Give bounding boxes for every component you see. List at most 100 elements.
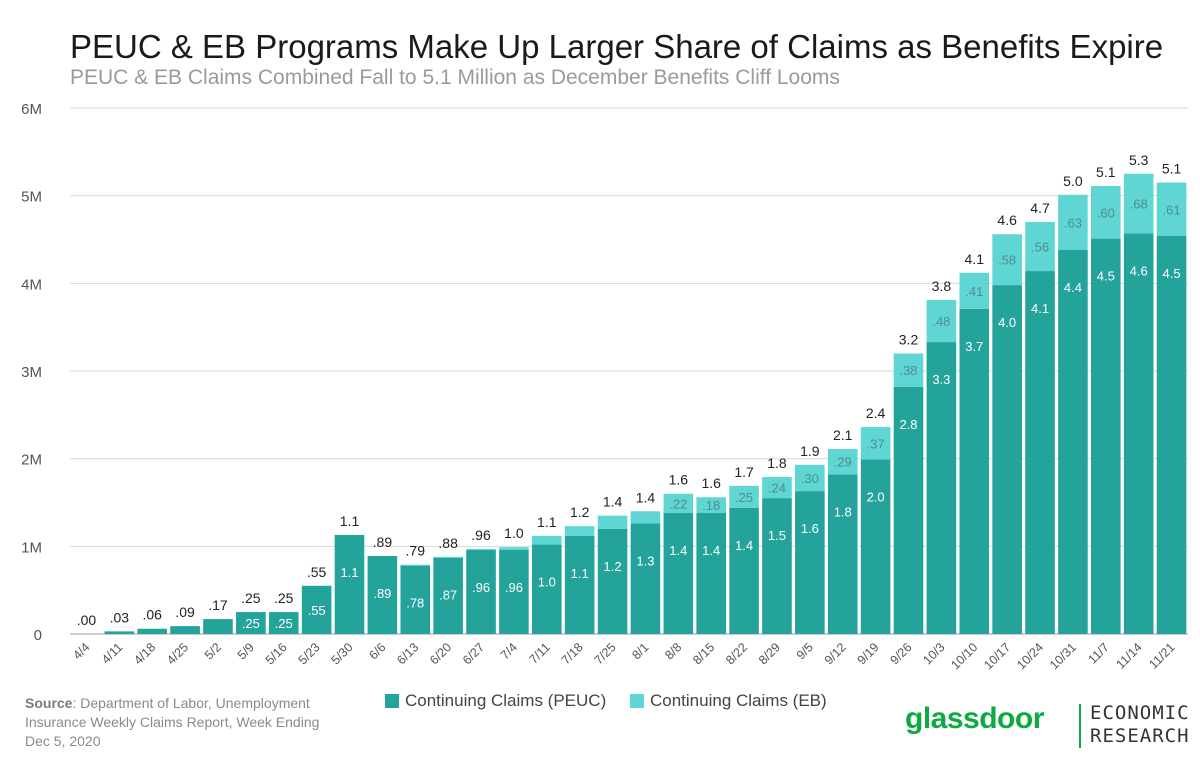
data-label-peuc: 4.5 <box>1163 266 1181 281</box>
x-tick-label: 6/27 <box>460 640 487 667</box>
y-tick-label: 4M <box>21 276 42 293</box>
y-tick-label: 1M <box>21 539 42 556</box>
data-label-peuc: 1.8 <box>834 504 852 519</box>
bar-peuc <box>268 612 299 634</box>
bar-peuc <box>1090 238 1121 634</box>
data-label-total: 1.4 <box>636 489 656 505</box>
x-tick-label: 9/19 <box>855 640 882 667</box>
x-tick-label: 4/25 <box>164 640 191 667</box>
bar-peuc <box>564 535 595 634</box>
bar-eb <box>860 427 891 460</box>
y-tick-label: 3M <box>21 364 42 381</box>
data-label-peuc: .78 <box>406 596 424 611</box>
bar-peuc <box>893 386 924 634</box>
chart-title: PEUC & EB Programs Make Up Larger Share … <box>70 28 1164 65</box>
data-label-total: .09 <box>175 604 195 620</box>
data-label-peuc: 1.2 <box>604 559 622 574</box>
bar-peuc <box>860 459 891 634</box>
x-tick-label: 4/4 <box>70 640 92 662</box>
data-label-peuc: 1.1 <box>340 565 358 580</box>
bar-eb <box>531 535 562 545</box>
bar-eb <box>827 449 858 475</box>
data-label-peuc: 4.5 <box>1097 269 1115 284</box>
brand-line-1: ECONOMIC <box>1090 702 1190 724</box>
bar-peuc <box>827 474 858 634</box>
x-tick-label: 9/12 <box>822 640 849 667</box>
x-tick-label: 11/21 <box>1146 640 1177 671</box>
x-tick-label: 8/15 <box>690 640 717 667</box>
bar-peuc <box>170 626 200 634</box>
bar-eb <box>1156 182 1187 236</box>
bar-eb <box>1090 186 1121 239</box>
data-label-peuc: 1.4 <box>669 543 687 558</box>
data-label-eb: .18 <box>702 498 720 513</box>
bar-eb <box>926 299 957 343</box>
data-label-peuc: 1.4 <box>735 538 753 553</box>
x-tick-label: 7/18 <box>559 640 586 667</box>
glassdoor-logo: glassdoor <box>905 702 1044 735</box>
data-label-peuc: 3.3 <box>932 372 950 387</box>
data-label-total: 5.3 <box>1129 152 1149 168</box>
bar-peuc <box>1156 235 1187 634</box>
data-label-total: 1.7 <box>734 464 754 480</box>
data-label-peuc: .96 <box>505 580 523 595</box>
x-tick-label: 5/9 <box>235 640 257 662</box>
source-text: : Department of Labor, Unemployment Insu… <box>25 695 320 749</box>
x-tick-label: 8/1 <box>629 640 651 662</box>
legend-label-peuc: Continuing Claims (PEUC) <box>405 691 607 710</box>
y-tick-label: 2M <box>21 452 42 469</box>
legend-item-eb: Continuing Claims (EB) <box>630 689 827 713</box>
bar-peuc <box>1025 271 1055 634</box>
bar-peuc <box>466 549 496 634</box>
x-tick-label: 8/29 <box>756 640 783 667</box>
x-tick-label: 10/10 <box>948 640 980 672</box>
data-label-total: .03 <box>110 609 130 625</box>
data-label-total: 1.4 <box>603 494 623 510</box>
data-label-total: 5.1 <box>1096 164 1116 180</box>
chart-subtitle: PEUC & EB Claims Combined Fall to 5.1 Mi… <box>70 66 840 89</box>
bar-eb <box>597 515 628 529</box>
bar-eb <box>564 526 595 536</box>
bar-peuc <box>334 534 365 634</box>
data-label-eb: .48 <box>932 314 950 329</box>
data-label-peuc: 1.3 <box>636 554 654 569</box>
data-label-eb: .63 <box>1064 215 1082 230</box>
x-tick-label: 11/14 <box>1113 640 1144 671</box>
brand-line-2: RESEARCH <box>1090 725 1190 747</box>
data-label-peuc: .89 <box>373 586 391 601</box>
data-label-eb: .41 <box>965 284 983 299</box>
y-tick-label: 6M <box>21 101 42 118</box>
bar-peuc <box>630 523 661 634</box>
data-label-total: 1.8 <box>767 455 787 471</box>
legend-label-eb: Continuing Claims (EB) <box>650 691 827 710</box>
bar-peuc <box>795 491 825 634</box>
bar-eb <box>1058 194 1088 251</box>
x-tick-label: 10/24 <box>1014 640 1046 672</box>
bar-peuc <box>236 612 266 634</box>
legend-swatch-eb <box>630 694 644 708</box>
bar-eb <box>795 464 825 492</box>
bar-eb <box>663 493 694 514</box>
data-label-eb: .68 <box>1130 197 1148 212</box>
bar-peuc <box>663 513 694 634</box>
bar-eb <box>466 548 496 550</box>
bar-peuc <box>400 565 431 634</box>
data-label-total: 1.1 <box>537 514 557 530</box>
data-label-total: .00 <box>77 612 97 628</box>
data-label-total: 4.7 <box>1030 200 1050 216</box>
data-label-eb: .60 <box>1097 205 1115 220</box>
data-label-total: .89 <box>373 534 393 550</box>
x-tick-label: 7/11 <box>526 640 552 666</box>
bar-peuc <box>104 631 135 634</box>
data-label-total: 1.6 <box>701 475 721 491</box>
bar-peuc <box>433 557 463 634</box>
x-tick-label: 10/17 <box>981 640 1013 672</box>
data-label-peuc: .96 <box>472 580 490 595</box>
data-label-peuc: 4.4 <box>1064 280 1082 295</box>
y-tick-label: 5M <box>21 189 42 206</box>
bar-eb <box>696 497 727 514</box>
bar-eb <box>729 485 759 508</box>
data-label-total: 3.8 <box>932 278 952 294</box>
data-label-total: 1.9 <box>800 443 820 459</box>
bar-peuc <box>301 585 332 634</box>
